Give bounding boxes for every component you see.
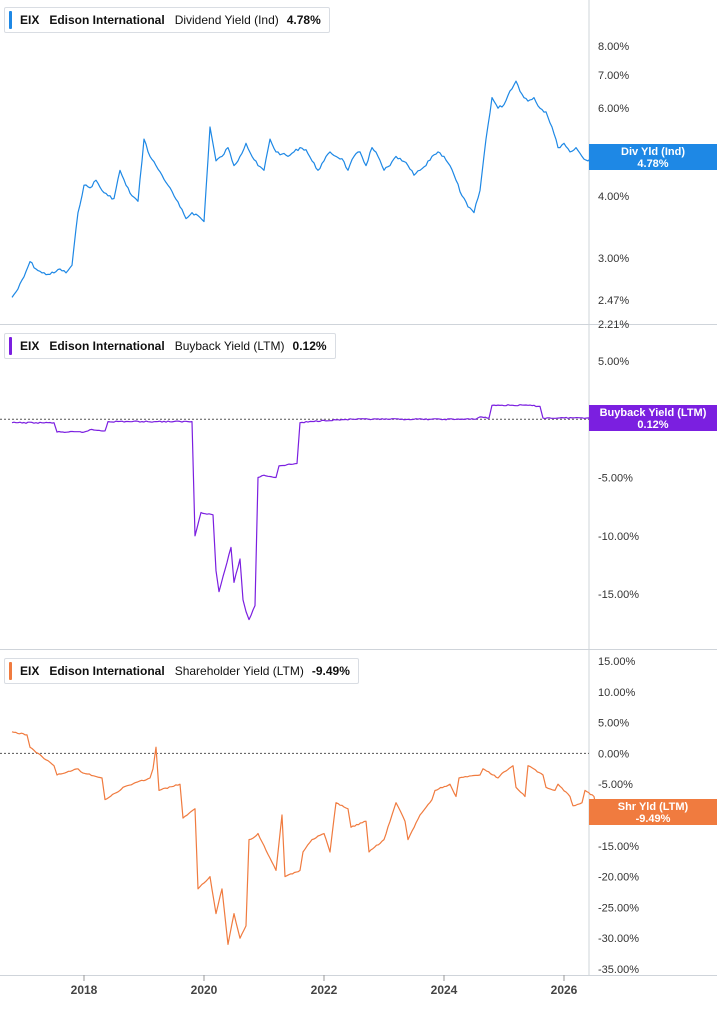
company-name: Edison International: [49, 664, 165, 678]
ticker-label: EIX: [20, 339, 40, 353]
y-tick-label: 2.21%: [598, 319, 629, 331]
series-color-swatch: [9, 337, 12, 355]
metric-name: Buyback Yield (LTM): [174, 339, 285, 353]
y-tick-label: 0.00%: [598, 748, 629, 760]
dividend-yield-value-flag: Div Yld (Ind) 4.78%: [589, 144, 717, 171]
y-tick-label: 8.00%: [598, 41, 629, 53]
x-tick-label: 2024: [431, 983, 458, 997]
ticker-label: EIX: [20, 13, 40, 27]
company-name: Edison International: [49, 13, 165, 27]
y-tick-label: -30.00%: [598, 933, 639, 945]
series-color-swatch: [9, 662, 12, 680]
shareholder-yield-legend[interactable]: EIX Edison International Shareholder Yield…: [4, 658, 359, 684]
company-name: Edison International: [49, 339, 165, 353]
dividend-yield-legend[interactable]: EIX Edison International Dividend Yield (I…: [4, 7, 330, 33]
flag-value: 4.78%: [637, 158, 669, 171]
y-tick-label: -15.00%: [598, 841, 639, 853]
x-tick-label: 2026: [551, 983, 578, 997]
buyback-yield-value-flag: Buyback Yield (LTM) 0.12%: [589, 404, 717, 431]
flag-title: Div Yld (Ind): [621, 146, 685, 159]
y-tick-label: 10.00%: [598, 687, 636, 699]
y-tick-label: 3.00%: [598, 253, 629, 265]
metric-value: 4.78%: [286, 13, 321, 27]
y-tick-label: -25.00%: [598, 902, 639, 914]
ticker-label: EIX: [20, 664, 40, 678]
y-tick-label: -35.00%: [598, 964, 639, 976]
dividend-yield-panel: 8.00%7.00%6.00%5.00%4.00%3.00%2.47%2.21%: [11, 41, 629, 331]
y-tick-label: 6.00%: [598, 103, 629, 115]
buyback-yield-series-line: [11, 404, 598, 621]
y-tick-label: -20.00%: [598, 872, 639, 884]
metric-name: Shareholder Yield (LTM): [174, 664, 304, 678]
series-color-swatch: [9, 11, 12, 29]
flag-value: 0.12%: [637, 418, 669, 431]
x-tick-label: 2022: [311, 983, 338, 997]
dividend-yield-series-line: [11, 80, 598, 298]
y-tick-label: 7.00%: [598, 70, 629, 82]
shareholder-yield-value-flag: Shr Yld (LTM) -9.49%: [589, 798, 717, 825]
x-tick-label: 2018: [71, 983, 98, 997]
x-tick-label: 2020: [191, 983, 218, 997]
y-tick-label: -10.00%: [598, 531, 639, 543]
metric-value: 0.12%: [292, 339, 327, 353]
flag-value: -9.49%: [635, 812, 671, 825]
y-tick-label: -5.00%: [598, 779, 633, 791]
y-tick-label: 5.00%: [598, 356, 629, 368]
y-tick-label: 5.00%: [598, 718, 629, 730]
y-tick-label: 15.00%: [598, 656, 636, 668]
metric-name: Dividend Yield (Ind): [174, 13, 279, 27]
flag-title: Buyback Yield (LTM): [599, 406, 707, 419]
shareholder-yield-series-line: [11, 731, 598, 945]
buyback-yield-legend[interactable]: EIX Edison International Buyback Yield (LT…: [4, 333, 336, 359]
y-tick-label: -5.00%: [598, 473, 633, 485]
flag-title: Shr Yld (LTM): [617, 800, 689, 813]
y-tick-label: -15.00%: [598, 589, 639, 601]
shareholder-yield-panel: 15.00%10.00%5.00%0.00%-5.00%-10.00%-15.0…: [0, 656, 639, 976]
metric-value: -9.49%: [311, 664, 350, 678]
y-tick-label: 4.00%: [598, 191, 629, 203]
buyback-yield-panel: 5.00% -5.00% -10.00% -15.00%: [0, 356, 639, 621]
y-tick-label: 2.47%: [598, 295, 629, 307]
